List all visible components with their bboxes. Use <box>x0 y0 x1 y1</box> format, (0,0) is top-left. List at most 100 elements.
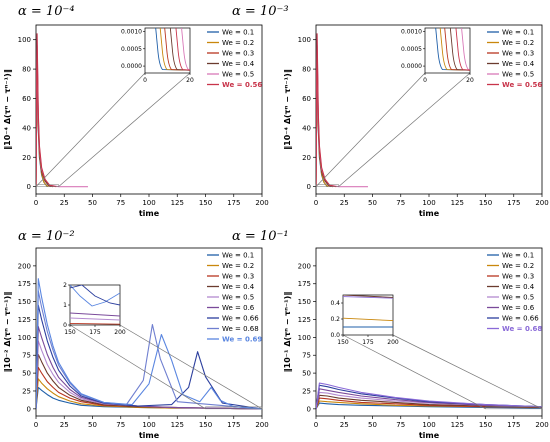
zoom-region <box>35 184 59 187</box>
x-tick-label: 100 <box>422 199 435 207</box>
x-tick-label: 125 <box>171 421 184 429</box>
x-tick-label: 100 <box>142 199 155 207</box>
y-tick-label: 40 <box>302 124 311 132</box>
series-line <box>316 397 542 410</box>
x-tick-label: 100 <box>142 421 155 429</box>
inset-x-tick-label: 175 <box>362 339 374 346</box>
legend-entry: We = 0.3 <box>502 273 534 281</box>
x-tick-label: 75 <box>396 421 405 429</box>
x-tick-label: 50 <box>88 199 97 207</box>
x-axis-label: time <box>419 209 440 218</box>
y-tick-label: 80 <box>302 66 311 74</box>
x-tick-label: 125 <box>451 421 464 429</box>
inset-series-line <box>155 28 190 71</box>
y-tick-label: 75 <box>22 352 31 360</box>
y-tick-label: 25 <box>22 387 31 395</box>
zoom-connector <box>342 334 486 410</box>
legend-entry: We = 0.6 <box>502 304 535 312</box>
inset-frame <box>144 27 191 74</box>
series-line <box>36 326 262 410</box>
inset-series-group <box>435 28 470 71</box>
inset-series-line <box>343 317 393 322</box>
inset-x-tick-label: 200 <box>114 329 126 336</box>
inset-y-tick-label: 0.0000 <box>401 63 422 70</box>
inset-frame <box>342 294 394 336</box>
legend-entry: We = 0.1 <box>502 252 534 260</box>
x-tick-label: 0 <box>34 421 38 429</box>
inset-y-tick-label: 0 <box>63 322 67 329</box>
y-tick-label: 50 <box>22 370 31 378</box>
x-tick-label: 150 <box>199 421 212 429</box>
inset-x-tick-label: 20 <box>466 77 474 84</box>
y-tick-label: 125 <box>18 316 31 324</box>
legend-entry: We = 0.5 <box>502 294 534 302</box>
inset-y-tick-label: 0.0010 <box>121 28 142 35</box>
x-tick-label: 200 <box>535 421 548 429</box>
inset-series-line <box>343 296 393 299</box>
chart-panel-4: α = 10⁻¹ 0 25 50 75 100 125 150 175 200 0 25 50 75 100… <box>232 229 549 440</box>
y-tick-label: 20 <box>302 154 311 162</box>
x-tick-label: 200 <box>535 199 548 207</box>
inset-y-tick-label: 0.2 <box>330 316 340 323</box>
x-tick-label: 0 <box>34 199 38 207</box>
x-tick-label: 50 <box>88 421 97 429</box>
y-tick-label: 0 <box>27 405 31 413</box>
y-tick-label: 175 <box>298 280 311 288</box>
legend-entry: We = 0.69 <box>222 336 262 344</box>
y-tick-label: 50 <box>302 370 311 378</box>
y-tick-label: 20 <box>22 154 31 162</box>
legend-entry: We = 0.5 <box>222 294 254 302</box>
inset-y-tick-label: 1 <box>63 302 67 309</box>
x-tick-label: 75 <box>116 421 125 429</box>
x-tick-label: 150 <box>479 421 492 429</box>
series-line <box>316 388 542 409</box>
y-axis-label: ‖10⁻⁴ Δ(τⁿ − τⁿ⁻¹)‖ <box>3 69 12 150</box>
y-tick-label: 0 <box>307 183 311 191</box>
legend-entry: We = 0.2 <box>222 39 254 47</box>
legend-entry: We = 0.4 <box>502 283 535 291</box>
y-tick-label: 100 <box>298 36 311 44</box>
chart-panel-1: α = 10⁻⁴0 25 50 75 100 125 150 175 2000204060801… <box>3 4 269 218</box>
y-tick-label: 40 <box>22 124 31 132</box>
x-tick-label: 125 <box>451 199 464 207</box>
x-tick-label: 200 <box>255 199 268 207</box>
legend-entry: We = 0.3 <box>502 50 534 58</box>
chart-panel-2: α = 10⁻³0 25 50 75 100 125 150 175 2000204060801… <box>232 4 549 218</box>
chart-title: α = 10⁻⁴ <box>18 4 75 19</box>
inset-series-line <box>169 28 190 71</box>
series-line <box>36 304 262 410</box>
y-axis-label: ‖10⁻⁴ Δ(τⁿ − τⁿ⁻¹)‖ <box>283 69 292 150</box>
legend-entry: We = 0.5 <box>502 71 534 79</box>
inset-x-tick-label: 150 <box>337 339 349 346</box>
legend-entry: We = 0.1 <box>222 252 254 260</box>
legend-entry: We = 0.3 <box>222 50 254 58</box>
x-axis-label: time <box>139 431 160 440</box>
inset-series-line <box>439 28 470 71</box>
inset-series-group <box>155 28 190 71</box>
x-tick-label: 25 <box>340 199 349 207</box>
inset-x-tick-label: 0 <box>423 77 427 84</box>
chart-title: α = 10⁻³ <box>232 4 289 19</box>
series-line <box>36 33 57 188</box>
legend-entry: We = 0.1 <box>502 29 534 37</box>
x-tick-label: 200 <box>255 421 268 429</box>
y-tick-label: 125 <box>298 316 311 324</box>
inset-series-line <box>70 285 120 307</box>
series-line <box>36 340 262 410</box>
inset-series-line <box>70 317 120 321</box>
series-group <box>316 33 368 188</box>
legend-entry: We = 0.66 <box>222 315 259 323</box>
legend-entry: We = 0.3 <box>222 273 254 281</box>
x-tick-label: 175 <box>507 199 520 207</box>
inset-y-tick-label: 0.4 <box>330 300 340 307</box>
y-tick-label: 200 <box>298 262 311 270</box>
zoom-region <box>205 406 263 410</box>
inset-series-line <box>70 322 120 325</box>
inset-x-tick-label: 200 <box>387 339 399 346</box>
series-line <box>316 33 337 188</box>
x-tick-label: 50 <box>368 199 377 207</box>
y-tick-label: 200 <box>18 262 31 270</box>
legend-entry: We = 0.4 <box>222 283 255 291</box>
legend-entry: We = 0.2 <box>222 262 254 270</box>
